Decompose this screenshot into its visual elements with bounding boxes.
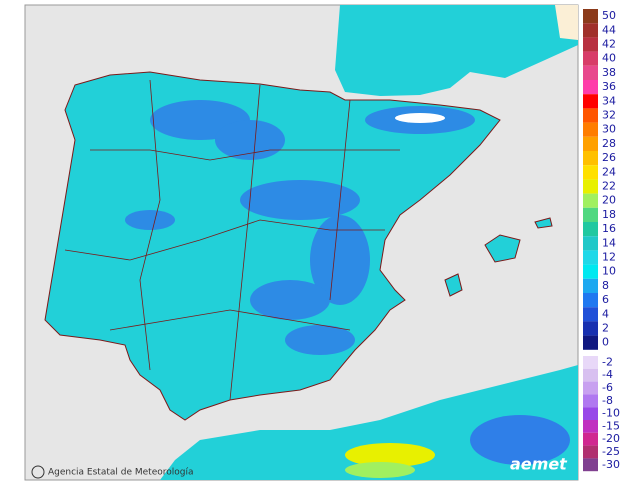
no-data xyxy=(555,5,578,40)
cold-areas xyxy=(125,100,475,355)
legend-label: -8 xyxy=(602,394,613,407)
legend-label: 36 xyxy=(602,80,616,93)
legend-label: -15 xyxy=(602,419,620,432)
africa-patches xyxy=(345,415,570,478)
legend-label: 22 xyxy=(602,180,616,193)
legend-label: 24 xyxy=(602,165,616,178)
legend-swatch xyxy=(583,9,598,24)
legend-swatch xyxy=(583,458,598,472)
legend-label: -4 xyxy=(602,368,613,381)
legend-swatch xyxy=(583,420,598,433)
mallorca xyxy=(484,234,521,263)
legend-label: 32 xyxy=(602,109,616,122)
legend-label: 0 xyxy=(602,336,609,349)
legend-swatch xyxy=(583,222,598,237)
legend-label: 18 xyxy=(602,208,616,221)
legend-swatch xyxy=(583,307,598,322)
iberia xyxy=(44,71,501,421)
legend-swatch xyxy=(583,407,598,420)
legend-label: 28 xyxy=(602,137,616,150)
legend-swatch xyxy=(583,80,598,95)
legend-swatch xyxy=(583,136,598,151)
legend-swatch xyxy=(583,94,598,109)
legend-label: 16 xyxy=(602,222,616,235)
legend-swatch xyxy=(583,207,598,222)
legend-swatch xyxy=(583,151,598,166)
legend-swatch xyxy=(583,108,598,123)
legend-label: -25 xyxy=(602,445,620,458)
legend-swatch xyxy=(583,368,598,382)
legend-label: -6 xyxy=(602,381,613,394)
legend-label: 14 xyxy=(602,236,616,249)
legend-swatch xyxy=(583,432,598,446)
ibiza xyxy=(444,273,463,297)
legend-label: 44 xyxy=(602,23,616,36)
snow xyxy=(395,113,445,123)
legend-label: 4 xyxy=(602,307,609,320)
legend-swatch xyxy=(583,293,598,308)
legend-label: -10 xyxy=(602,407,620,420)
legend-label: 6 xyxy=(602,293,609,306)
province-lines xyxy=(64,79,400,401)
legend-swatch xyxy=(583,356,598,369)
legend-swatch xyxy=(583,51,598,66)
legend-label: -2 xyxy=(602,355,613,368)
legend-swatch xyxy=(583,321,598,336)
legend-swatch xyxy=(583,179,598,194)
france xyxy=(335,5,578,96)
legend-swatch xyxy=(583,236,598,251)
legend-swatch xyxy=(583,193,598,208)
legend-label: 12 xyxy=(602,251,616,264)
legend-swatch xyxy=(583,394,598,408)
legend-label: 20 xyxy=(602,194,616,207)
legend-swatch xyxy=(583,278,598,293)
legend-swatch xyxy=(583,445,598,459)
legend-label: 38 xyxy=(602,66,616,79)
menorca xyxy=(534,217,553,229)
legend-label: 30 xyxy=(602,123,616,136)
legend-label: -20 xyxy=(602,432,620,445)
legend-swatch xyxy=(583,165,598,180)
legend-label: 40 xyxy=(602,52,616,65)
legend-swatch xyxy=(583,250,598,265)
legend-swatch xyxy=(583,264,598,279)
legend-swatch xyxy=(583,37,598,52)
legend-label: 42 xyxy=(602,38,616,51)
legend: 5044424038363432302826242220181614121086… xyxy=(583,9,620,472)
legend-label: 26 xyxy=(602,151,616,164)
legend-label: 10 xyxy=(602,265,616,278)
agency-name: Agencia Estatal de Meteorología xyxy=(48,468,194,478)
legend-label: 50 xyxy=(602,9,616,22)
legend-label: 2 xyxy=(602,322,609,335)
legend-swatch xyxy=(583,65,598,80)
logo: aemet xyxy=(510,455,568,474)
africa xyxy=(160,365,578,480)
legend-swatch xyxy=(583,122,598,137)
legend-label: 34 xyxy=(602,94,616,107)
legend-label: 8 xyxy=(602,279,609,292)
legend-swatch xyxy=(583,335,598,350)
copyright-icon xyxy=(31,465,45,479)
legend-swatch xyxy=(583,23,598,38)
legend-swatch xyxy=(583,381,598,395)
legend-label: -30 xyxy=(602,458,620,471)
